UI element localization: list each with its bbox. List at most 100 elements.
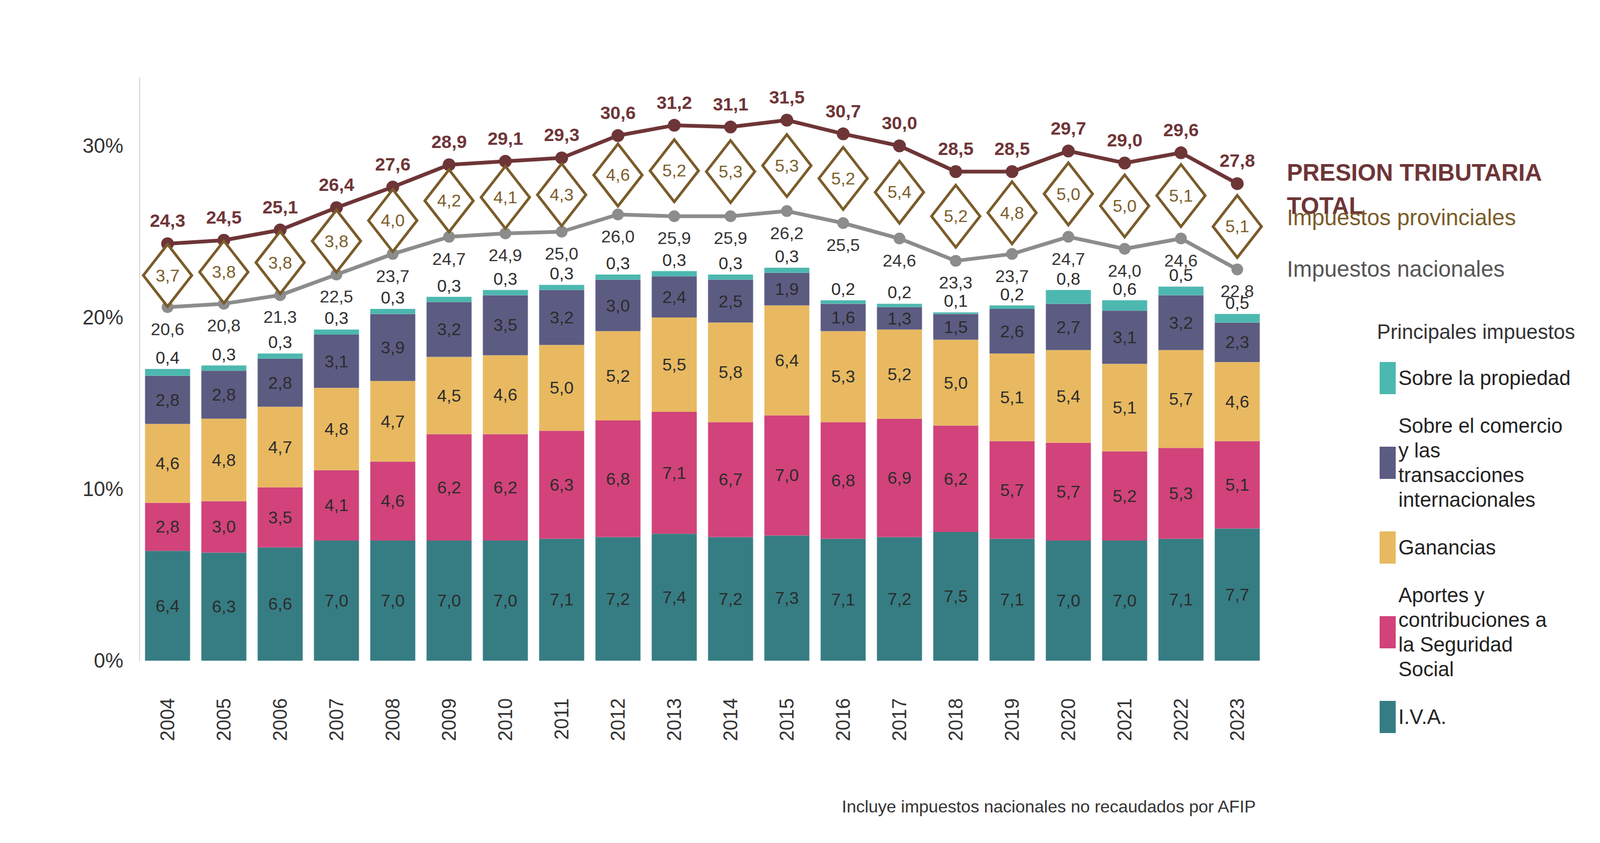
svg-text:1,5: 1,5 xyxy=(943,317,968,337)
svg-text:7,0: 7,0 xyxy=(493,590,517,611)
svg-text:5,2: 5,2 xyxy=(1112,486,1137,506)
svg-text:5,1: 5,1 xyxy=(1168,186,1193,206)
svg-text:31,2: 31,2 xyxy=(656,92,692,113)
svg-text:6,6: 6,6 xyxy=(268,594,292,614)
svg-text:4,6: 4,6 xyxy=(380,491,405,511)
svg-text:0%: 0% xyxy=(93,649,124,672)
svg-text:27,6: 27,6 xyxy=(374,153,411,175)
svg-text:5,2: 5,2 xyxy=(943,206,968,226)
svg-text:2,3: 2,3 xyxy=(1225,332,1249,352)
svg-text:0,1: 0,1 xyxy=(943,291,968,311)
svg-text:0,3: 0,3 xyxy=(436,276,461,296)
svg-text:0,3: 0,3 xyxy=(493,269,517,289)
svg-text:4,6: 4,6 xyxy=(493,384,517,405)
svg-text:24,5: 24,5 xyxy=(205,206,242,228)
svg-text:3,2: 3,2 xyxy=(1168,313,1193,333)
svg-text:5,7: 5,7 xyxy=(1056,482,1080,502)
svg-text:5,7: 5,7 xyxy=(1168,389,1193,409)
svg-text:2023: 2023 xyxy=(1226,698,1249,742)
svg-text:0,3: 0,3 xyxy=(774,246,799,266)
svg-text:3,0: 3,0 xyxy=(605,295,630,316)
svg-text:0,4: 0,4 xyxy=(155,347,180,368)
svg-text:3,0: 3,0 xyxy=(211,516,236,537)
svg-text:25,9: 25,9 xyxy=(657,228,691,248)
svg-text:7,2: 7,2 xyxy=(718,589,743,609)
svg-text:25,1: 25,1 xyxy=(262,196,298,218)
svg-text:27,8: 27,8 xyxy=(1219,150,1255,171)
svg-text:25,0: 25,0 xyxy=(544,243,579,264)
svg-text:2007: 2007 xyxy=(325,698,348,742)
svg-text:29,1: 29,1 xyxy=(487,128,523,149)
svg-text:29,0: 29,0 xyxy=(1106,129,1143,151)
svg-text:4,6: 4,6 xyxy=(1225,391,1249,412)
svg-text:5,3: 5,3 xyxy=(831,366,855,387)
svg-text:5,5: 5,5 xyxy=(662,354,686,375)
svg-text:4,6: 4,6 xyxy=(155,453,180,473)
svg-text:0,3: 0,3 xyxy=(605,253,630,273)
svg-text:contribuciones a: contribuciones a xyxy=(1398,608,1553,632)
svg-text:25,9: 25,9 xyxy=(713,228,747,248)
svg-text:30,0: 30,0 xyxy=(881,112,917,133)
svg-text:6,8: 6,8 xyxy=(605,469,630,489)
svg-text:28,5: 28,5 xyxy=(937,138,974,159)
svg-text:29,7: 29,7 xyxy=(1050,117,1086,139)
svg-text:4,0: 4,0 xyxy=(380,210,405,231)
svg-text:6,3: 6,3 xyxy=(211,596,236,617)
svg-text:24,7: 24,7 xyxy=(432,249,466,269)
svg-text:2022: 2022 xyxy=(1169,698,1192,742)
svg-text:3,5: 3,5 xyxy=(268,507,292,528)
svg-text:3,8: 3,8 xyxy=(268,253,292,273)
svg-text:y las: y las xyxy=(1398,439,1447,462)
svg-text:28,5: 28,5 xyxy=(994,138,1030,159)
svg-text:7,0: 7,0 xyxy=(1056,590,1080,611)
svg-text:25,5: 25,5 xyxy=(826,235,860,255)
svg-text:6,9: 6,9 xyxy=(887,468,911,488)
svg-text:0,3: 0,3 xyxy=(268,332,292,352)
svg-text:PRESION TRIBUTARIA: PRESION TRIBUTARIA xyxy=(1286,159,1548,186)
svg-text:24,6: 24,6 xyxy=(882,250,916,271)
svg-text:0,2: 0,2 xyxy=(1000,284,1024,305)
svg-text:6,7: 6,7 xyxy=(718,469,743,490)
svg-text:5,3: 5,3 xyxy=(1168,483,1193,503)
svg-text:2013: 2013 xyxy=(663,698,686,742)
svg-text:2009: 2009 xyxy=(438,698,461,742)
svg-text:5,1: 5,1 xyxy=(1225,475,1249,495)
svg-text:2011: 2011 xyxy=(550,698,573,740)
svg-text:6,4: 6,4 xyxy=(774,350,799,370)
svg-text:4,1: 4,1 xyxy=(493,187,517,207)
svg-text:7,5: 7,5 xyxy=(943,586,968,606)
svg-text:24,9: 24,9 xyxy=(488,245,522,265)
svg-text:2,8: 2,8 xyxy=(211,384,236,405)
svg-text:2014: 2014 xyxy=(719,698,742,742)
svg-text:5,2: 5,2 xyxy=(831,168,855,189)
svg-text:24,7: 24,7 xyxy=(1051,249,1085,269)
svg-text:6,4: 6,4 xyxy=(155,596,180,616)
svg-text:5,4: 5,4 xyxy=(1056,386,1080,406)
svg-text:3,2: 3,2 xyxy=(436,319,461,339)
svg-text:Principales impuestos: Principales impuestos xyxy=(1376,320,1576,344)
svg-text:6,3: 6,3 xyxy=(549,475,574,495)
svg-text:22,8: 22,8 xyxy=(1220,281,1254,301)
svg-text:6,2: 6,2 xyxy=(436,477,461,498)
svg-text:0,2: 0,2 xyxy=(887,282,911,302)
svg-text:29,3: 29,3 xyxy=(543,124,580,145)
svg-text:7,1: 7,1 xyxy=(662,463,686,483)
svg-text:2018: 2018 xyxy=(944,698,967,742)
svg-text:4,8: 4,8 xyxy=(324,419,348,439)
svg-text:3,5: 3,5 xyxy=(493,315,517,335)
svg-text:0,6: 0,6 xyxy=(1112,279,1137,299)
svg-text:7,2: 7,2 xyxy=(605,589,630,609)
svg-text:2020: 2020 xyxy=(1057,698,1080,742)
svg-text:20,6: 20,6 xyxy=(150,319,184,339)
svg-text:3,8: 3,8 xyxy=(324,231,348,251)
svg-text:4,1: 4,1 xyxy=(324,495,348,515)
svg-text:Ganancias: Ganancias xyxy=(1398,536,1496,559)
svg-text:Sobre el comercio: Sobre el comercio xyxy=(1398,414,1569,437)
svg-text:5,3: 5,3 xyxy=(774,156,799,176)
svg-text:7,1: 7,1 xyxy=(1000,589,1024,610)
svg-text:0,3: 0,3 xyxy=(380,287,405,308)
svg-text:7,3: 7,3 xyxy=(774,588,799,608)
svg-text:3,8: 3,8 xyxy=(211,262,236,282)
svg-text:7,1: 7,1 xyxy=(1168,589,1193,610)
svg-text:3,7: 3,7 xyxy=(155,265,180,286)
